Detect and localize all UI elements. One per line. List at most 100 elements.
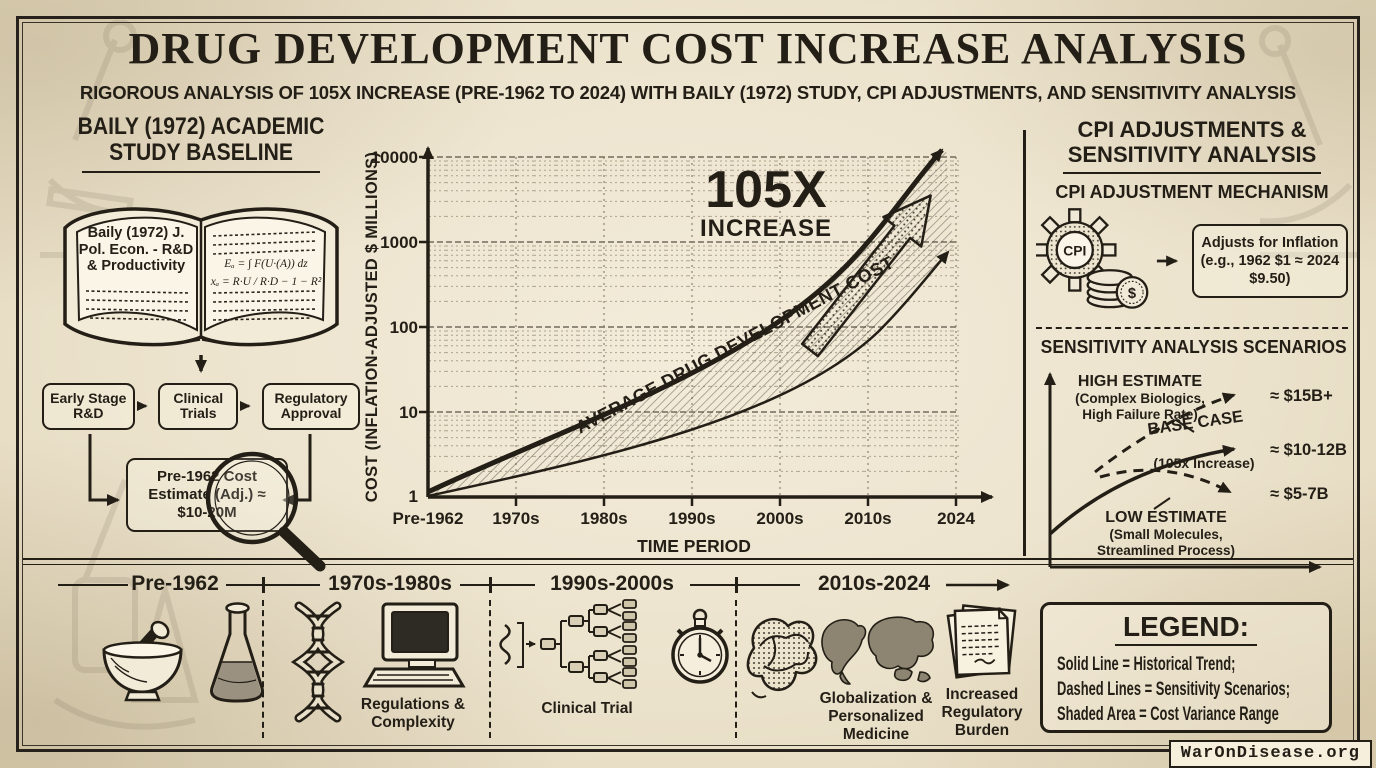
- timeline-line: [690, 584, 800, 586]
- cost-variance-band: [428, 147, 953, 496]
- book-formula-2: xₐ = R·U / R·D − 1 − R²: [210, 276, 322, 289]
- timeline-boundary-tick: [262, 577, 265, 593]
- flow-connectors: [88, 434, 312, 507]
- open-book-icon: [63, 207, 339, 347]
- timeline-label-2010s-2024: 2010s-2024: [817, 572, 931, 595]
- flow-box-clinical-trials: Clinical Trials: [158, 382, 239, 431]
- protein-structure-icon: [746, 618, 818, 699]
- gear-icon: [1036, 208, 1117, 292]
- trial-branch-diagram-icon: [499, 599, 637, 689]
- down-arrow-icon: [195, 354, 207, 373]
- svg-text:10: 10: [399, 403, 418, 422]
- svg-text:10000: 10000: [371, 148, 418, 167]
- x-axis-title: TIME PERIOD: [637, 536, 751, 556]
- high-estimate-sub2: High Failure Rate): [1082, 407, 1198, 422]
- heading-underline: [1063, 172, 1321, 175]
- low-estimate-title: LOW ESTIMATE: [1105, 509, 1227, 526]
- flow-box-early-rd: Early Stage R&D: [42, 382, 135, 431]
- caption-regulations-complexity: Regulations & Complexity: [360, 696, 466, 731]
- timeline-arrow-icon: [946, 579, 1010, 591]
- dna-helix-icon: [290, 601, 346, 723]
- panel-divider: [1023, 130, 1026, 556]
- legend-box: LEGEND: Solid Line = Historical Trend; D…: [1040, 602, 1332, 733]
- svg-text:1: 1: [409, 487, 418, 506]
- right-panel-heading-line2: SENSITIVITY ANALYSIS: [1067, 141, 1317, 167]
- low-estimate-curve: [1099, 468, 1232, 494]
- svg-text:2024: 2024: [937, 509, 975, 528]
- high-label-connector: [1175, 419, 1195, 434]
- cpi-mechanism-heading: CPI ADJUSTMENT MECHANISM: [1055, 182, 1329, 203]
- axis-ticks: [419, 155, 958, 506]
- timeline-line: [226, 584, 320, 586]
- cpi-sensitivity-divider: [1036, 327, 1348, 330]
- base-case-curve: [1048, 445, 1236, 536]
- cpi-gear-coins-icon: CPI $: [1036, 208, 1149, 310]
- gear-cpi-label: CPI: [1063, 243, 1086, 259]
- stopwatch-icon: [671, 608, 729, 684]
- high-estimate-value: ≈ $15B+: [1270, 387, 1333, 405]
- variance-lower-line: [427, 250, 950, 498]
- cpi-sensitivity-panel: CPI ADJUSTMENTS & SENSITIVITY ANALYSIS C…: [1036, 117, 1349, 576]
- legend-line-dashed: Dashed Lines = Sensitivity Scenarios;: [1057, 679, 1291, 701]
- left-panel-heading-line2: STUDY BASELINE: [109, 138, 293, 166]
- legend-line-solid: Solid Line = Historical Trend;: [1057, 654, 1236, 675]
- coin-stack-icon: [1086, 269, 1149, 310]
- annotation-105x: 105X: [705, 161, 827, 219]
- left-panel-heading-line1: BAILY (1972) ACADEMIC: [77, 113, 325, 140]
- right-arrow-icon: [240, 401, 252, 412]
- open-book-illustration: Baily (1972) J. Pol. Econ. - R&D & Produ…: [50, 175, 352, 353]
- magnifying-glass-icon: [205, 451, 326, 572]
- page-subtitle: RIGOROUS ANALYSIS OF 105X INCREASE (PRE-…: [79, 82, 1297, 104]
- svg-text:1000: 1000: [380, 233, 418, 252]
- low-estimate-sub1: (Small Molecules,: [1109, 527, 1222, 542]
- timeline-label-pre1962: Pre-1962: [131, 572, 219, 595]
- baseline-flow: Early Stage R&D Clinical Trials Regulato…: [42, 382, 361, 431]
- timeline-label-1970s-1980s: 1970s-1980s: [328, 572, 452, 595]
- legend-heading: LEGEND:: [1115, 611, 1257, 646]
- timeline-dashed-divider: [489, 600, 491, 738]
- timeline-line: [58, 584, 128, 586]
- page-title: DRUG DEVELOPMENT COST INCREASE ANALYSIS: [128, 24, 1248, 73]
- header: DRUG DEVELOPMENT COST INCREASE ANALYSIS …: [0, 24, 1376, 104]
- book-left-page-text: Baily (1972) J. Pol. Econ. - R&D & Produ…: [78, 224, 194, 275]
- baily-study-panel: BAILY (1972) ACADEMIC STUDY BASELINE: [42, 113, 361, 572]
- right-arrow-icon: [136, 401, 148, 412]
- right-panel-heading-line1: CPI ADJUSTMENTS &: [1077, 117, 1307, 142]
- low-label-connector: [1153, 497, 1171, 511]
- base-case-sub: (105x Increase): [1153, 455, 1254, 471]
- timeline-boundary-tick: [735, 577, 738, 593]
- heading-underline: [82, 170, 320, 173]
- book-formulas: Eₐ = ∫ F(U·(A)) dz xₐ = R·U / R·D − 1 − …: [210, 255, 322, 292]
- inflation-adjustment-box: Adjusts for Inflation (e.g., 1962 $1 ≈ 2…: [1191, 224, 1349, 299]
- y-tick-labels: 10000 1000 100 10 1: [371, 148, 418, 506]
- book-formula-1: Eₐ = ∫ F(U·(A)) dz: [224, 257, 308, 270]
- timeline-line: [460, 584, 535, 586]
- watermark: WarOnDisease.org: [1168, 740, 1372, 768]
- svg-text:Pre-1962: Pre-1962: [393, 509, 464, 528]
- high-estimate-curve: [1094, 392, 1236, 474]
- annotation-increase: INCREASE: [700, 215, 832, 242]
- world-map-icon: [821, 616, 934, 685]
- base-case-value: ≈ $10-12B: [1270, 441, 1347, 459]
- mortar-pestle-icon: [102, 620, 183, 702]
- svg-text:100: 100: [390, 318, 418, 337]
- historical-trend-line: [426, 148, 944, 495]
- flask-icon: [210, 602, 264, 703]
- low-estimate-value: ≈ $5-7B: [1270, 485, 1329, 503]
- sensitivity-heading: SENSITIVITY ANALYSIS SCENARIOS: [1040, 337, 1347, 358]
- timeline-separator: [22, 558, 1354, 565]
- y-axis-title: COST (INFLATION-ADJUSTED $ MILLIONS): [363, 152, 381, 503]
- svg-text:1980s: 1980s: [580, 509, 627, 528]
- timeline-dashed-divider: [735, 600, 737, 738]
- timeline-dashed-divider: [262, 600, 264, 738]
- cpi-mechanism-row: CPI $ Adjusts for Inflation (e.g., 1962 …: [1036, 207, 1349, 315]
- high-estimate-sub1: (Complex Biologics,: [1075, 391, 1205, 406]
- right-arrow-icon: [1157, 255, 1179, 267]
- caption-regulatory-burden: Increased Regulatory Burden: [941, 686, 1023, 739]
- timeline-boundary-tick: [489, 577, 492, 593]
- svg-text:2000s: 2000s: [756, 509, 803, 528]
- retro-computer-icon: [362, 602, 466, 688]
- sensitivity-mini-chart: HIGH ESTIMATE (Complex Biologics, High F…: [1044, 372, 1347, 574]
- main-cost-chart: 105X INCREASE AVERAGE DRUG DEVELOPMENT C…: [363, 146, 994, 556]
